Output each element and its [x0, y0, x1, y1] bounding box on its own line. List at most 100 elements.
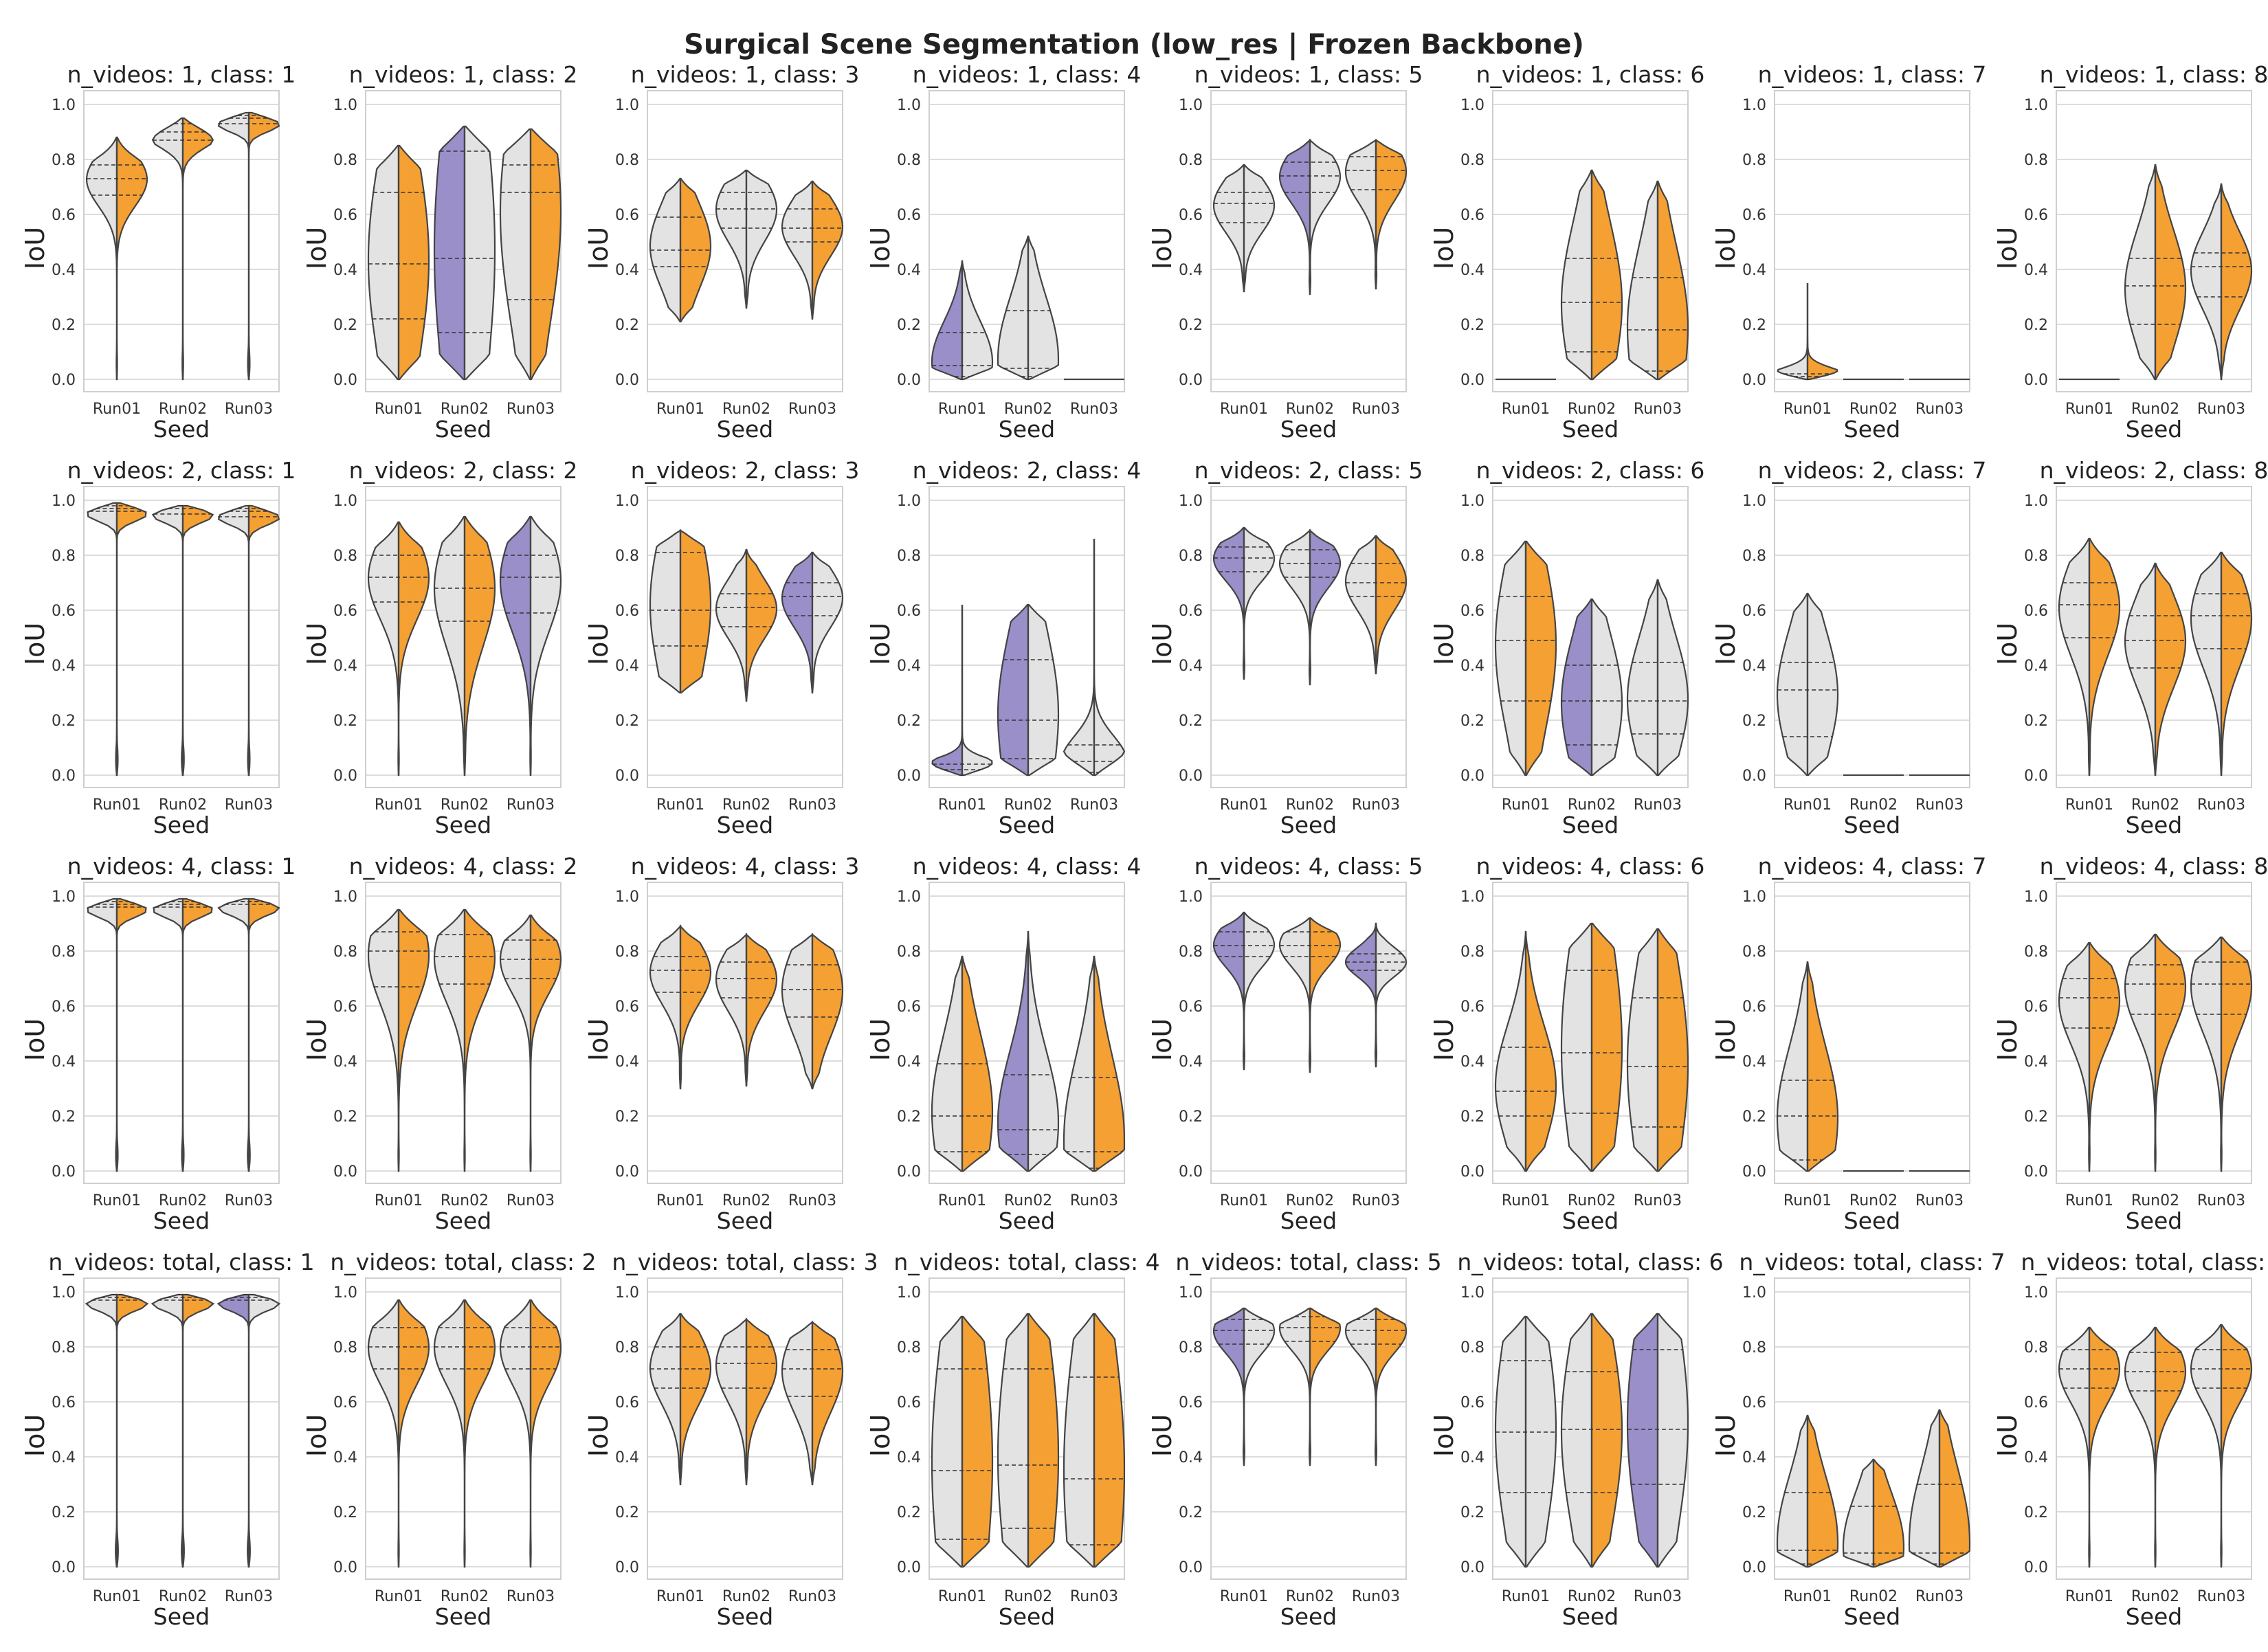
violin-left-half [715, 548, 748, 702]
y-tick-label: 0.6 [897, 603, 921, 620]
x-tick-label: Run03 [1070, 796, 1118, 814]
y-tick-label: 0.4 [1742, 1053, 1766, 1071]
violin-left-half [433, 908, 466, 1172]
x-tick-label: Run01 [375, 401, 423, 418]
x-tick-label: Run01 [938, 401, 986, 418]
y-axis-label: IoU [1429, 623, 1459, 665]
x-tick-label: Run03 [1070, 1588, 1118, 1605]
axes-frame [647, 882, 843, 1184]
y-axis-label: IoU [1429, 1414, 1459, 1457]
y-tick-label: 0.6 [333, 1394, 357, 1411]
x-tick-label: Run01 [375, 1192, 423, 1209]
x-tick-label: Run01 [1502, 401, 1550, 418]
y-axis-label: IoU [302, 227, 332, 269]
violin [1212, 164, 1276, 293]
violin-right-half [811, 933, 844, 1090]
y-tick-label: 0.4 [1460, 1053, 1485, 1071]
violin-right-half [961, 605, 993, 777]
violin-right-half [1309, 917, 1342, 1073]
violin [1063, 955, 1126, 1172]
violin-left-half [85, 1293, 118, 1568]
violin [931, 260, 994, 381]
violin-left-half [2124, 164, 2157, 381]
violin [1278, 1307, 1342, 1466]
violin [649, 924, 712, 1090]
x-tick-label: Run02 [1286, 401, 1334, 418]
panel-title: n_videos: total, class: 1 [48, 1249, 314, 1275]
y-tick-label: 0.2 [615, 317, 639, 334]
violin-left-half [649, 924, 682, 1090]
y-tick-label: 1.0 [333, 1284, 357, 1302]
violin-right-half [2220, 183, 2253, 381]
y-tick-label: 0.2 [897, 1108, 921, 1126]
violin-left-half [1560, 598, 1593, 777]
panel-title: n_videos: total, class: 2 [330, 1249, 596, 1275]
x-tick-label: Run03 [2197, 796, 2245, 814]
panel-title: n_videos: 4, class: 4 [913, 853, 1142, 880]
panel-title: n_videos: 1, class: 5 [1194, 61, 1423, 88]
violin-right-half [1590, 598, 1623, 777]
y-tick-label: 1.0 [1179, 493, 1203, 510]
violin [1560, 169, 1623, 381]
x-tick-label: Run02 [2131, 796, 2179, 814]
y-tick-label: 0.0 [897, 1163, 921, 1181]
violin-left-half [2124, 562, 2157, 777]
violin-right-half [1656, 928, 1689, 1172]
y-tick-label: 0.2 [1460, 713, 1485, 730]
violin-right-half [115, 1293, 149, 1568]
violin [1344, 139, 1408, 290]
violin-right-half [463, 1299, 496, 1568]
y-axis-label: IoU [1429, 1018, 1459, 1061]
y-tick-label: 0.6 [1179, 603, 1203, 620]
axes-frame [365, 90, 562, 392]
y-tick-label: 0.8 [1742, 1339, 1766, 1357]
x-axis-label: Seed [1562, 1603, 1619, 1630]
y-tick-label: 0.0 [1742, 1163, 1766, 1181]
y-tick-label: 0.2 [1742, 713, 1766, 730]
violin [2124, 1326, 2187, 1568]
violin [781, 180, 844, 320]
panel: n_videos: 1, class: 1 0.0 0.2 0.4 0.6 0.8 1.0 I… [20, 61, 296, 443]
y-tick-label: 0.6 [52, 603, 76, 620]
violin-left-half [151, 117, 184, 381]
y-tick-label: 0.2 [333, 1108, 357, 1126]
panel-title: n_videos: 2, class: 7 [1758, 457, 1987, 484]
violin-left-half [715, 1317, 748, 1486]
panel: n_videos: 2, class: 8 0.0 0.2 0.4 0.6 0.8 1.0 I… [1992, 457, 2268, 838]
y-tick-label: 0.2 [897, 317, 921, 334]
x-axis-label: Seed [153, 812, 210, 838]
y-tick-label: 0.2 [333, 1504, 357, 1521]
violin-right-half [463, 908, 496, 1172]
violin-left-half [1908, 1409, 1941, 1568]
y-tick-label: 0.8 [52, 152, 76, 169]
panel-title: n_videos: total, class: 7 [1739, 1249, 2005, 1275]
x-tick-label: Run01 [656, 1192, 704, 1209]
y-tick-label: 1.0 [52, 889, 76, 906]
y-tick-label: 0.4 [52, 1449, 76, 1466]
x-tick-label: Run02 [722, 401, 770, 418]
y-tick-label: 0.6 [333, 603, 357, 620]
violin-left-half [2190, 1324, 2223, 1568]
violin-right-half [1524, 540, 1557, 777]
y-axis-label: IoU [1992, 623, 2023, 665]
violin [715, 1317, 778, 1486]
y-tick-label: 0.2 [1460, 1108, 1485, 1126]
panel: n_videos: 4, class: 1 0.0 0.2 0.4 0.6 0.8 1.0 I… [20, 853, 296, 1234]
violin-right-half [529, 914, 562, 1172]
violin [649, 177, 712, 323]
violin-right-half [1590, 1313, 1623, 1568]
y-tick-label: 0.4 [1179, 1053, 1203, 1071]
y-tick-label: 0.0 [52, 768, 76, 785]
violin-right-half [1243, 911, 1276, 1071]
y-axis-label: IoU [1147, 1414, 1177, 1457]
violin [1278, 138, 1342, 295]
panel-title: n_videos: 1, class: 6 [1476, 61, 1705, 88]
violin-left-half [1494, 1315, 1527, 1568]
panel: n_videos: 2, class: 4 0.0 0.2 0.4 0.6 0.8 1.0 I… [865, 457, 1141, 838]
x-axis-label: Seed [999, 812, 1056, 838]
violin-left-half [1344, 1307, 1377, 1466]
y-tick-label: 0.4 [1742, 658, 1766, 675]
x-axis-label: Seed [999, 1207, 1056, 1234]
violin [217, 504, 280, 777]
y-tick-label: 0.6 [2024, 998, 2048, 1016]
